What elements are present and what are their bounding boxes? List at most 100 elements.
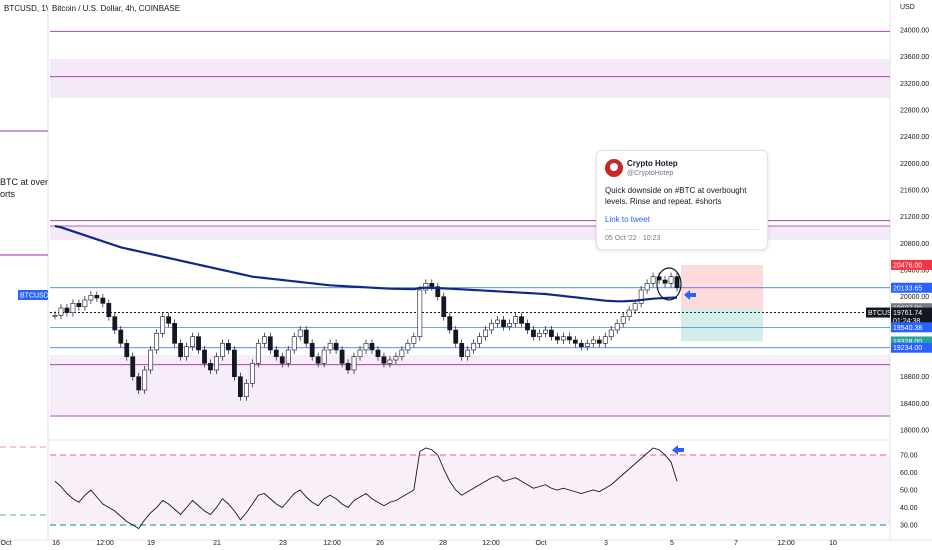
price-tick-label: 21600.00: [900, 188, 929, 195]
candle: [375, 349, 381, 357]
arrow-icon: [672, 445, 684, 455]
moving-average-line: [54, 224, 678, 303]
candle: [52, 315, 58, 317]
price-tick-label: 18000.00: [900, 428, 929, 435]
price-tag: 20476.00: [893, 262, 922, 269]
candle: [590, 339, 596, 344]
candle: [345, 363, 351, 371]
candle: [477, 336, 483, 344]
rsi-tick-label: 50.00: [900, 488, 918, 495]
tweet-card[interactable]: Crypto Hotep @CryptoHotep Quick downside…: [596, 150, 768, 250]
highlight-circle: [656, 267, 682, 301]
candle: [172, 323, 178, 344]
time-tick-label: 16: [52, 540, 60, 547]
candle: [202, 349, 207, 364]
candle: [465, 349, 471, 357]
price-tag: 19761.74: [893, 310, 922, 317]
left-badge: BTCUSD: [20, 293, 49, 300]
stop-loss-zone: [681, 264, 763, 309]
candle: [483, 329, 489, 337]
candle: [214, 356, 219, 371]
candle: [459, 343, 465, 357]
price-tick-label: 23600.00: [900, 54, 929, 61]
time-tick-label: 12:00: [777, 540, 795, 547]
left-tweet-line: orts: [0, 189, 16, 199]
candle: [112, 316, 118, 331]
rsi-line: [54, 447, 678, 530]
candle: [531, 329, 536, 337]
candle: [596, 339, 602, 344]
candle: [267, 336, 273, 351]
candle: [387, 359, 393, 364]
tweet-date: 05 Oct '22 · 10:23: [605, 235, 661, 242]
time-tick-label: Oct: [1, 540, 12, 547]
candle: [220, 343, 225, 357]
price-tick-label: 24000.00: [900, 28, 929, 35]
candle: [495, 319, 500, 324]
price-tag-bg: [891, 307, 932, 318]
candle: [339, 349, 345, 364]
candle: [321, 349, 327, 364]
candle: [166, 316, 172, 324]
time-tick-label: 10: [829, 540, 837, 547]
left-symbol-label: BTCUSD, 1W,: [4, 4, 48, 13]
candle: [100, 297, 106, 304]
rsi-tick-label: 30.00: [900, 523, 918, 530]
time-tick-label: 23: [279, 540, 287, 547]
candle: [309, 343, 315, 357]
price-tick-label: 20400.00: [900, 268, 929, 275]
candle: [142, 369, 148, 391]
candle: [106, 303, 112, 317]
candle: [381, 356, 387, 364]
candle: [130, 356, 136, 377]
candle: [136, 376, 142, 391]
price-tick-label: 22400.00: [900, 134, 929, 141]
price-tag-bg: [891, 282, 932, 293]
candle: [148, 349, 154, 371]
candle: [614, 323, 620, 331]
candle: [393, 356, 399, 361]
candle: [333, 343, 339, 351]
time-tick-label: 28: [439, 540, 447, 547]
candle: [411, 336, 417, 344]
price-tag: 19328.00: [893, 339, 922, 346]
tweet-body: Quick downside on #BTC at overbought lev…: [605, 186, 747, 206]
candle: [315, 356, 321, 364]
tweet-link[interactable]: Link to tweet: [605, 215, 650, 224]
divider: [605, 229, 759, 230]
candle: [566, 336, 572, 341]
candle: [507, 323, 512, 327]
candle: [525, 323, 530, 331]
candle: [608, 329, 614, 337]
avatar-icon: [605, 159, 623, 177]
take-profit-zone: [681, 308, 763, 342]
candle: [584, 343, 590, 347]
symbol-tag: BTCUSD: [868, 310, 897, 317]
left-tweet-line: BTC at overbou: [0, 177, 48, 187]
candle: [94, 295, 100, 299]
price-tick-label: 18400.00: [900, 401, 929, 408]
candle: [656, 276, 662, 281]
candle: [578, 343, 584, 347]
candle: [549, 329, 554, 337]
candle: [638, 289, 644, 304]
candle: [64, 307, 70, 313]
candle: [249, 363, 255, 384]
resistance-zone: [50, 59, 890, 98]
candle: [285, 349, 291, 364]
candle: [327, 343, 333, 351]
rsi-tick-label: 40.00: [900, 505, 918, 512]
candle: [178, 343, 183, 357]
candle: [602, 336, 608, 344]
left-chart-pane[interactable]: BTCUSD, 1W, BTC at overbou orts: [0, 0, 48, 540]
candle: [650, 276, 656, 284]
candle: [303, 329, 309, 344]
candle: [273, 349, 279, 357]
price-tag-bg: [891, 259, 932, 270]
candle: [196, 336, 201, 351]
candle: [154, 333, 160, 351]
candle: [441, 296, 447, 317]
candle: [674, 276, 680, 289]
